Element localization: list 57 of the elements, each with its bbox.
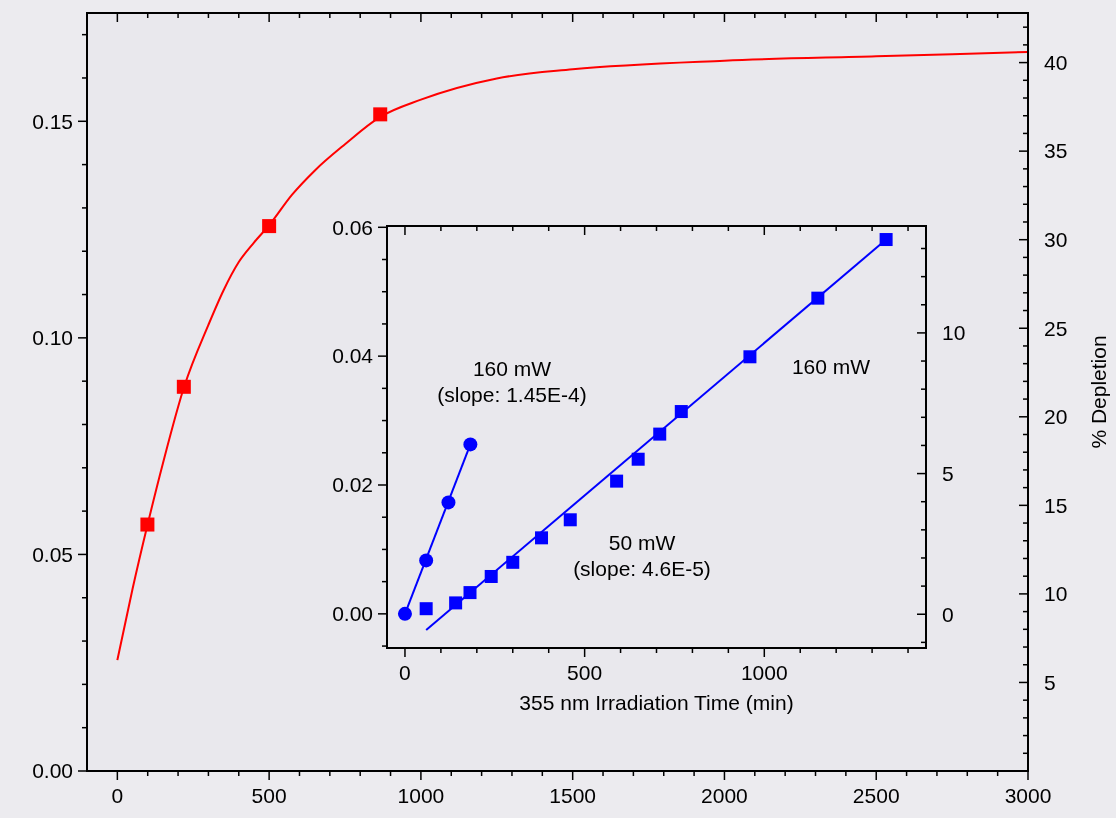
y-tick-label: 0.00 bbox=[332, 602, 373, 626]
y-tick-label: 0.06 bbox=[332, 215, 373, 239]
y-tick-label: 0.02 bbox=[332, 473, 373, 497]
point bbox=[743, 350, 757, 364]
y-tick-label: 0.04 bbox=[332, 344, 374, 368]
y2-axis-title: % Depletion bbox=[1087, 335, 1110, 449]
annotation: 160 mW (slope: 1.45E-4) bbox=[437, 357, 587, 406]
x-tick-label: 1500 bbox=[549, 784, 597, 807]
point bbox=[653, 427, 667, 441]
x-tick-label: 1000 bbox=[740, 661, 788, 684]
y2-tick-label: 25 bbox=[1044, 316, 1068, 340]
point bbox=[563, 513, 577, 527]
x-tick-label: 0 bbox=[111, 784, 124, 807]
x-tick-label: 1000 bbox=[397, 784, 445, 807]
x-axis-title: 355 nm Irradiation Time (min) bbox=[519, 691, 794, 714]
point bbox=[419, 553, 434, 568]
y2-tick-label: 40 bbox=[1044, 50, 1068, 74]
annotation: 160 mW bbox=[791, 355, 871, 378]
y2-tick-label: 10 bbox=[942, 321, 966, 345]
x-tick-label: 500 bbox=[251, 784, 287, 807]
y2-tick-label: 15 bbox=[1044, 493, 1068, 517]
x-tick-label: 3000 bbox=[1004, 784, 1052, 807]
point bbox=[463, 437, 478, 452]
point bbox=[441, 495, 456, 510]
y2-tick-label: 0 bbox=[942, 602, 954, 626]
y2-tick-label: 5 bbox=[1044, 670, 1056, 694]
x-tick-label: 2000 bbox=[701, 784, 748, 807]
point bbox=[610, 474, 624, 488]
point bbox=[176, 379, 191, 394]
point bbox=[484, 569, 498, 583]
point bbox=[419, 602, 433, 616]
annotation: 50 mW (slope: 4.6E-5) bbox=[573, 531, 711, 580]
y-tick-label: 0.15 bbox=[32, 109, 73, 133]
x-tick-label: 2500 bbox=[852, 784, 900, 807]
point bbox=[631, 452, 645, 466]
y2-tick-label: 20 bbox=[1044, 405, 1068, 429]
point bbox=[506, 555, 520, 569]
y-tick-label: 0.05 bbox=[32, 542, 73, 566]
y-tick-label: 0.10 bbox=[32, 326, 73, 350]
point bbox=[879, 233, 893, 247]
point bbox=[140, 517, 155, 532]
point bbox=[449, 596, 463, 610]
y2-tick-label: 5 bbox=[942, 461, 954, 485]
y-tick-label: 0.00 bbox=[32, 759, 73, 783]
y2-tick-label: 30 bbox=[1044, 228, 1068, 252]
x-tick-label: 0 bbox=[399, 661, 411, 684]
point bbox=[535, 531, 549, 545]
y2-tick-label: 10 bbox=[1044, 582, 1068, 606]
y2-tick-label: 35 bbox=[1044, 139, 1068, 163]
point bbox=[463, 586, 477, 600]
point bbox=[262, 219, 277, 234]
point bbox=[373, 107, 388, 122]
line-series bbox=[116, 50, 1029, 662]
x-tick-label: 500 bbox=[567, 661, 603, 684]
point bbox=[674, 405, 688, 419]
point bbox=[397, 606, 412, 621]
point bbox=[811, 291, 825, 305]
